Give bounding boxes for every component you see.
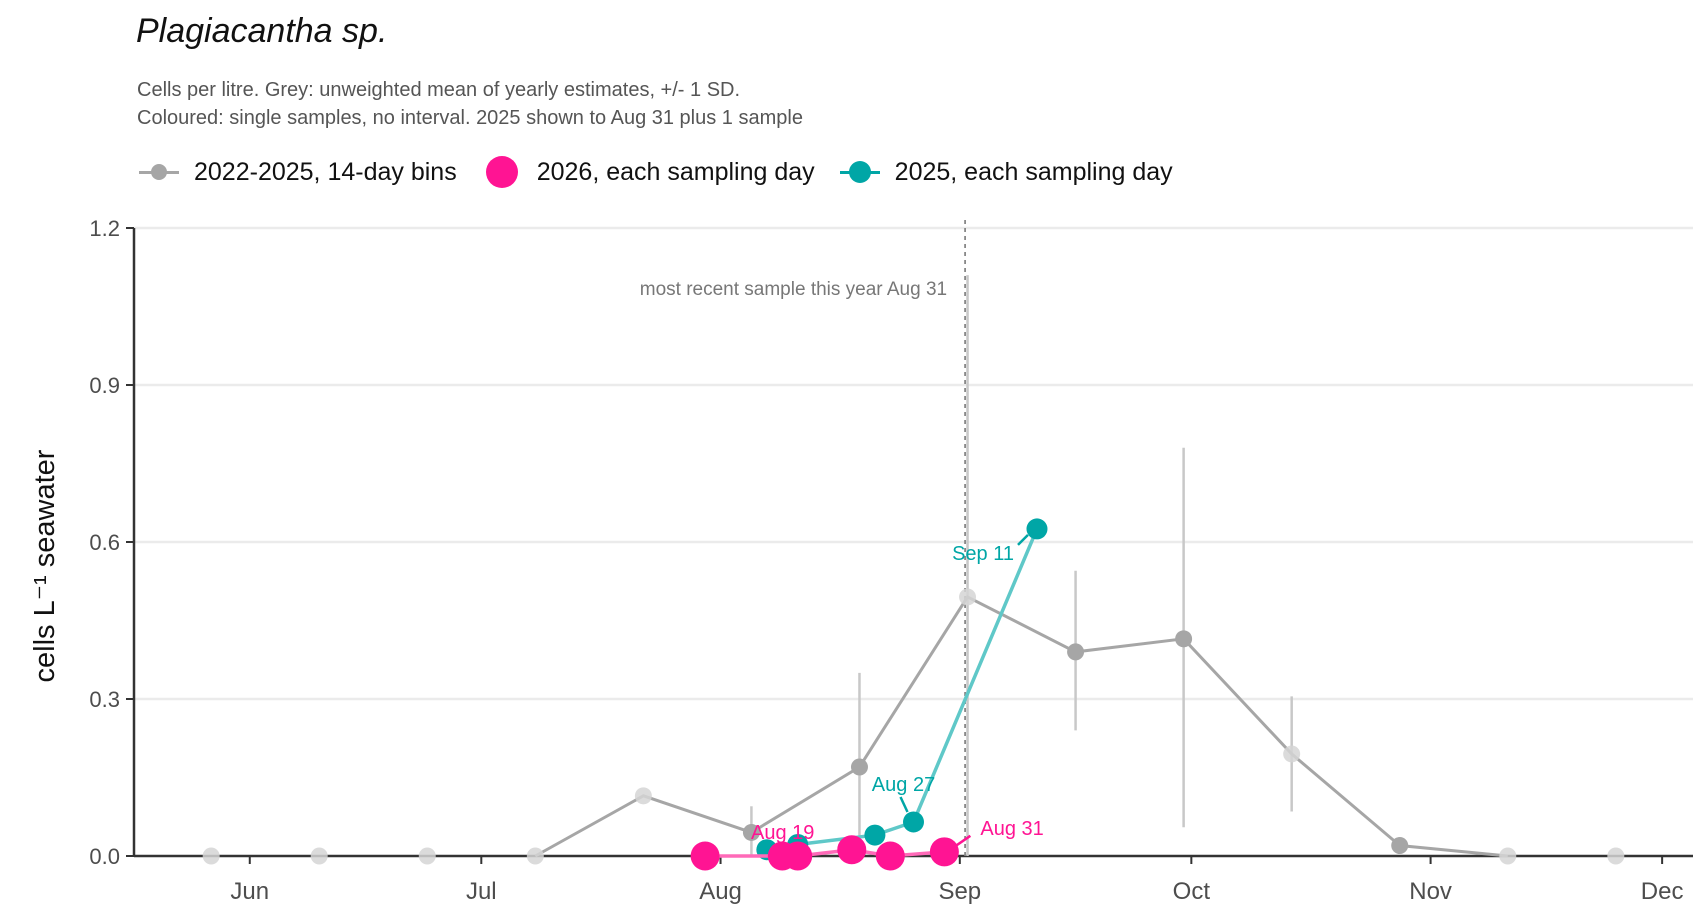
x-tick-label: Aug bbox=[699, 878, 742, 905]
chart-legend: 2022-2025, 14-day bins 2026, each sampli… bbox=[136, 152, 1195, 192]
x-tick-label: Jul bbox=[466, 878, 497, 905]
series-bins-point bbox=[1175, 630, 1193, 648]
legend-label-bins: 2022-2025, 14-day bins bbox=[194, 157, 457, 186]
legend-item-bins: 2022-2025, 14-day bins bbox=[136, 152, 457, 192]
subtitle-line-1: Cells per litre. Grey: unweighted mean o… bbox=[137, 79, 741, 101]
label-leader bbox=[899, 796, 909, 813]
series-bins-point bbox=[742, 823, 760, 841]
series-2026-point bbox=[837, 835, 867, 865]
series-2025-point bbox=[903, 811, 924, 833]
x-tick-label: Oct bbox=[1173, 878, 1211, 905]
series-2026-point bbox=[929, 837, 959, 867]
legend-item-2026: 2026, each sampling day bbox=[479, 152, 815, 192]
label-leader bbox=[953, 834, 972, 848]
series-2025-point bbox=[1026, 518, 1048, 540]
y-tick-label: 0.9 bbox=[89, 373, 120, 398]
y-tick-label: 0.6 bbox=[89, 530, 120, 555]
legend-key-bins bbox=[136, 152, 182, 192]
y-axis-label: cells L⁻¹ seawater bbox=[29, 449, 61, 682]
series-2026-point bbox=[783, 841, 813, 871]
series-bins-point bbox=[310, 847, 328, 865]
series-bins-point bbox=[202, 847, 220, 865]
point-label-2026: Aug 19 bbox=[751, 822, 814, 844]
series-2026-point bbox=[875, 841, 905, 871]
x-tick-label: Sep bbox=[938, 878, 981, 905]
series-bins-point bbox=[1499, 847, 1517, 865]
x-tick-label: Dec bbox=[1641, 878, 1684, 905]
x-tick-label: Jun bbox=[230, 878, 269, 905]
legend-label-2026: 2026, each sampling day bbox=[536, 157, 815, 186]
series-bins-point bbox=[959, 588, 977, 606]
point-label-2025: Sep 11 bbox=[952, 543, 1014, 565]
chart-subtitle: Cells per litre. Grey: unweighted mean o… bbox=[137, 76, 803, 132]
point-label-2026: Aug 31 bbox=[980, 818, 1043, 840]
series-2026-point bbox=[690, 841, 720, 871]
series-bins-point bbox=[418, 847, 436, 865]
legend-key-2026 bbox=[479, 152, 525, 192]
x-tick-label: Nov bbox=[1409, 878, 1452, 905]
y-tick-label: 1.2 bbox=[89, 216, 120, 241]
chart-title: Plagiacantha sp. bbox=[136, 12, 388, 50]
series-bins-point bbox=[1607, 847, 1625, 865]
legend-item-2025: 2025, each sampling day bbox=[837, 152, 1173, 192]
reference-line-label: most recent sample this year Aug 31 bbox=[640, 279, 947, 300]
label-leader bbox=[1017, 534, 1029, 546]
series-bins-point bbox=[1283, 745, 1301, 763]
series-bins-point bbox=[1067, 643, 1085, 661]
subtitle-line-2: Coloured: single samples, no interval. 2… bbox=[137, 107, 803, 129]
series-bins-point bbox=[1391, 837, 1409, 855]
y-tick-label: 0.3 bbox=[89, 687, 120, 712]
series-bins-line bbox=[534, 594, 1508, 858]
series-bins-point bbox=[850, 758, 868, 776]
point-label-2025: Aug 27 bbox=[872, 774, 935, 796]
series-bins-point bbox=[634, 787, 652, 805]
series-bins-point bbox=[526, 847, 544, 865]
y-tick-label: 0.0 bbox=[89, 844, 120, 869]
series-2025-point bbox=[864, 824, 886, 846]
legend-key-2025 bbox=[837, 152, 883, 192]
legend-label-2025: 2025, each sampling day bbox=[894, 157, 1173, 186]
